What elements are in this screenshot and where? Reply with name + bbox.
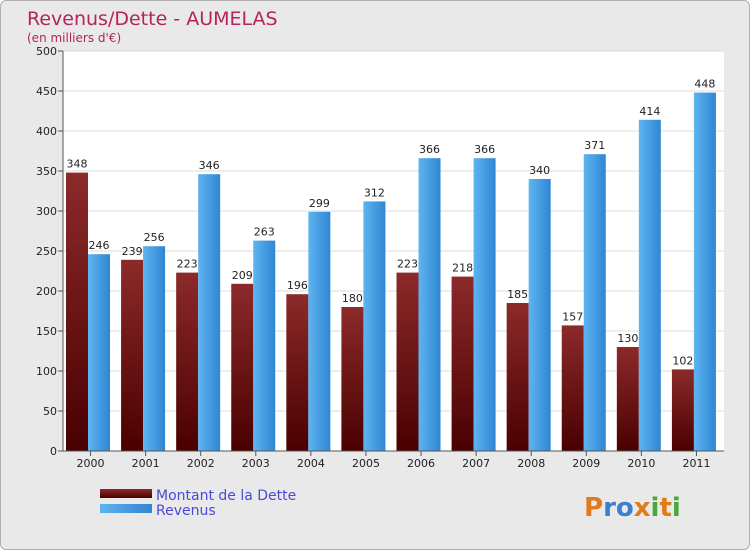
y-tick-label: 300: [36, 205, 57, 218]
y-tick-label: 0: [50, 445, 57, 458]
legend-swatch-revenus: [100, 504, 152, 513]
data-label-dette: 157: [562, 310, 583, 323]
bar-revenus: [418, 158, 441, 451]
x-tick-label: 2010: [627, 457, 655, 470]
bar-revenus: [198, 174, 221, 451]
data-label-revenus: 263: [254, 226, 275, 239]
legend-label-dette: Montant de la Dette: [156, 488, 296, 504]
logo-text: Proxiti: [584, 493, 681, 523]
data-label-revenus: 448: [694, 78, 715, 91]
data-label-dette: 102: [672, 354, 693, 367]
data-label-dette: 223: [177, 258, 198, 271]
data-label-revenus: 371: [584, 139, 605, 152]
bar-revenus: [528, 179, 551, 451]
x-tick-label: 2005: [352, 457, 380, 470]
bar-dette: [286, 294, 309, 451]
bar-dette: [561, 325, 584, 451]
data-label-dette: 180: [342, 292, 363, 305]
legend: Montant de la Dette Revenus: [100, 488, 296, 519]
bar-revenus: [693, 92, 716, 451]
chart-subtitle: (en milliers d'€): [27, 31, 121, 45]
data-label-dette: 130: [617, 332, 638, 345]
bar-revenus: [473, 158, 496, 451]
x-tick-label: 2001: [132, 457, 160, 470]
x-tick-label: 2004: [297, 457, 325, 470]
x-tick-label: 2002: [187, 457, 215, 470]
data-label-revenus: 256: [144, 231, 165, 244]
bar-dette: [671, 369, 694, 451]
data-label-revenus: 346: [199, 159, 220, 172]
data-label-revenus: 340: [529, 164, 550, 177]
y-tick-label: 250: [36, 245, 57, 258]
y-tick-label: 100: [36, 365, 57, 378]
legend-swatch-dette: [100, 489, 152, 498]
bar-revenus: [253, 240, 276, 451]
bar-dette: [396, 272, 419, 451]
bar-dette: [451, 276, 474, 451]
bar-dette: [616, 347, 639, 451]
data-label-revenus: 366: [474, 143, 495, 156]
data-label-dette: 185: [507, 288, 528, 301]
data-label-revenus: 246: [89, 239, 110, 252]
data-label-dette: 239: [122, 245, 143, 258]
bar-revenus: [143, 246, 166, 451]
bar-dette: [176, 272, 199, 451]
data-label-dette: 348: [67, 158, 88, 171]
chart-title: Revenus/Dette - AUMELAS: [27, 8, 278, 30]
bar-revenus: [88, 254, 110, 451]
x-tick-label: 2011: [682, 457, 710, 470]
y-tick-label: 500: [36, 45, 57, 58]
y-tick-label: 150: [36, 325, 57, 338]
y-tick-label: 450: [36, 85, 57, 98]
bar-revenus: [583, 154, 606, 451]
bar-dette: [66, 172, 88, 451]
data-label-dette: 223: [397, 258, 418, 271]
bar-revenus: [308, 211, 331, 451]
data-label-dette: 218: [452, 262, 473, 275]
x-tick-label: 2000: [77, 457, 105, 470]
y-tick-label: 350: [36, 165, 57, 178]
data-label-revenus: 366: [419, 143, 440, 156]
bar-revenus: [638, 119, 661, 452]
y-tick-label: 50: [43, 405, 57, 418]
bar-dette: [121, 259, 144, 451]
x-tick-label: 2009: [572, 457, 600, 470]
data-label-revenus: 312: [364, 186, 385, 199]
data-label-dette: 196: [287, 279, 308, 292]
bar-dette: [506, 303, 529, 451]
proxiti-logo: Proxiti: [584, 493, 681, 523]
y-tick-label: 200: [36, 285, 57, 298]
bar-revenus: [363, 201, 386, 451]
legend-label-revenus: Revenus: [156, 503, 216, 519]
x-tick-label: 2008: [517, 457, 545, 470]
x-tick-label: 2007: [462, 457, 490, 470]
y-tick-label: 400: [36, 125, 57, 138]
bar-dette: [231, 283, 254, 451]
bar-dette: [341, 307, 364, 451]
x-tick-label: 2006: [407, 457, 435, 470]
data-label-dette: 209: [232, 269, 253, 282]
data-label-revenus: 414: [639, 105, 660, 118]
x-tick-label: 2003: [242, 457, 270, 470]
data-label-revenus: 299: [309, 197, 330, 210]
